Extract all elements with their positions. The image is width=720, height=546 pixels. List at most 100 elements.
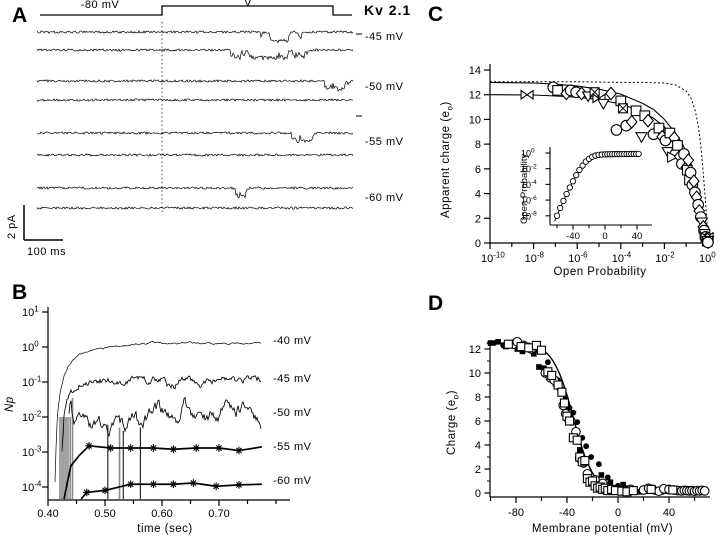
svg-text:10-4: 10-4	[612, 250, 632, 265]
data-point-open-square	[536, 345, 547, 355]
current-trace	[36, 153, 354, 157]
svg-text:10: 10	[469, 368, 481, 380]
inset-data-point	[579, 162, 586, 169]
boltzmann-fit-curve	[486, 342, 707, 494]
svg-text:-80: -80	[508, 507, 524, 519]
star-marker	[189, 479, 198, 487]
star-marker	[82, 488, 91, 497]
data-point-filled-square	[495, 339, 501, 345]
b-series-label-60: -60 mV	[273, 475, 312, 487]
data-point-square	[630, 105, 642, 117]
current-trace	[36, 48, 354, 61]
current-trace	[36, 131, 354, 144]
data-point-open-square	[503, 339, 513, 349]
data-point-filled-square	[519, 348, 526, 355]
data-point-open-square	[547, 370, 557, 380]
svg-text:0.40: 0.40	[37, 508, 58, 520]
svg-text:10-1: 10-1	[22, 374, 42, 389]
data-point-circle	[702, 236, 714, 249]
svg-text:10-2: 10-2	[655, 250, 675, 265]
svg-text:6: 6	[475, 416, 481, 428]
svg-text:8: 8	[475, 139, 481, 151]
panel-a-letter: A	[12, 4, 28, 27]
data-point-open-square	[572, 435, 582, 445]
svg-text:10-2: 10-2	[22, 409, 42, 424]
panel-d-letter: D	[428, 292, 444, 315]
current-trace	[36, 206, 354, 210]
data-point-open-square	[564, 416, 575, 426]
svg-text:0: 0	[602, 231, 607, 242]
star-marker	[149, 480, 158, 489]
star-marker	[106, 444, 115, 452]
svg-text:-40: -40	[559, 507, 575, 519]
star-marker	[169, 480, 178, 489]
svg-text:100: 100	[699, 250, 716, 265]
data-point-diamond	[642, 113, 654, 128]
svg-text:40: 40	[663, 507, 675, 519]
panel-b-letter: B	[12, 281, 28, 304]
svg-text:4: 4	[475, 189, 481, 201]
current-trace	[36, 79, 354, 92]
star-marker	[215, 444, 223, 452]
inset-data-point	[560, 197, 567, 205]
svg-text:10-6: 10-6	[568, 250, 588, 265]
star-marker	[126, 480, 135, 489]
np-trace	[68, 396, 262, 438]
star-marker	[85, 442, 93, 450]
data-point-open-square	[668, 485, 678, 495]
svg-text:14: 14	[469, 65, 481, 77]
panel-c-inset-group: 100 10-2 10-4 10-6 10-8 -40 0 40	[521, 147, 652, 242]
scalebar-time-label: 100 ms	[27, 246, 67, 258]
data-point-filled-square	[531, 351, 537, 357]
protocol-step-label: V	[244, 0, 252, 9]
trace-voltage-label-60: -60 mV	[365, 192, 404, 204]
current-trace	[36, 30, 354, 44]
current-trace	[36, 98, 354, 102]
protocol-baseline-label: -80 mV	[80, 0, 120, 11]
inset-data-point	[566, 184, 573, 191]
data-point-filled-square	[576, 447, 583, 453]
inset-data-point	[576, 166, 583, 174]
star-marker	[169, 445, 178, 454]
panel-c-group: 0 2 4 6 8 10 12 14 10-10 10-8 10-6 10-4 10-2 100	[469, 64, 716, 265]
b-xlabel: time (sec)	[137, 523, 193, 535]
svg-text:10-8: 10-8	[521, 211, 537, 222]
data-point-open-square	[580, 456, 590, 466]
data-point-filled-square	[607, 479, 614, 485]
svg-text:10-4: 10-4	[521, 179, 537, 190]
trace-voltage-label-45: -45 mV	[365, 31, 404, 43]
inset-data-point	[569, 178, 577, 185]
inset-data-point	[553, 212, 561, 219]
svg-text:2: 2	[475, 213, 481, 225]
c-ylabel: Apparent charge (eo)	[440, 101, 455, 218]
data-point-diamond	[682, 153, 695, 168]
svg-text:10-6: 10-6	[521, 195, 537, 206]
data-point-filled-circle	[588, 454, 595, 460]
b-series-label-40: -40 mV	[273, 335, 312, 347]
data-point-filled-circle	[544, 359, 551, 366]
svg-text:10: 10	[469, 114, 481, 126]
svg-text:6: 6	[475, 164, 481, 176]
data-point-open-square	[524, 343, 534, 353]
trace-voltage-label-50: -50 mV	[365, 81, 404, 93]
data-point-filled-circle	[595, 461, 602, 468]
svg-text:4: 4	[475, 440, 481, 452]
data-point-tri-down	[635, 132, 648, 144]
svg-text:12: 12	[469, 344, 481, 356]
data-point-square	[672, 140, 683, 151]
panel-a-group	[23, 5, 362, 241]
svg-text:0.70: 0.70	[208, 508, 229, 520]
svg-text:8: 8	[475, 392, 481, 404]
star-marker	[192, 444, 200, 452]
data-point-bowtie	[520, 89, 534, 100]
data-point-filled-circle	[570, 409, 577, 416]
data-point-square	[653, 122, 665, 134]
data-point-diamond	[625, 114, 638, 129]
data-point-filled-circle	[491, 340, 498, 346]
svg-text:0: 0	[475, 488, 481, 500]
data-point-open-square	[646, 484, 656, 494]
data-point-filled-square	[487, 340, 494, 346]
panel-c-letter: C	[428, 3, 444, 26]
np-trace	[61, 375, 262, 452]
